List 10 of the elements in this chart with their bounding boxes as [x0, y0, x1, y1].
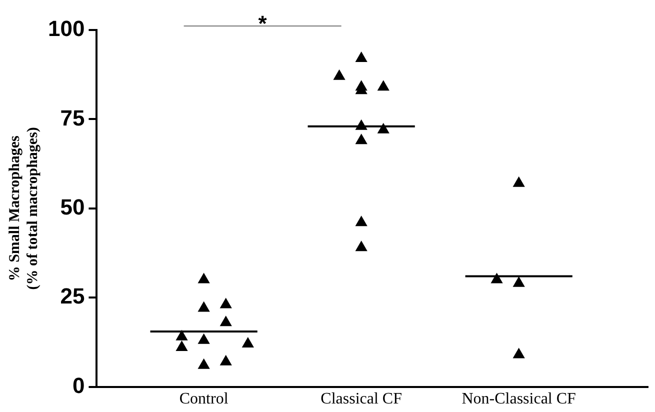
y-tick-label: 100 [48, 16, 85, 42]
x-tick-label: Classical CF [320, 390, 402, 408]
y-tick-label: 25 [60, 284, 85, 309]
x-tick-label: Control [179, 390, 229, 408]
x-tick-label: Non-Classical CF [462, 390, 576, 408]
y-tick-label: 0 [72, 372, 85, 398]
y-tick-label: 50 [60, 194, 85, 220]
y-tick-label: 75 [60, 105, 85, 130]
y-axis-title: % Small Macrophages (% of total macrophages) [6, 127, 41, 290]
annotation: * [258, 11, 268, 36]
